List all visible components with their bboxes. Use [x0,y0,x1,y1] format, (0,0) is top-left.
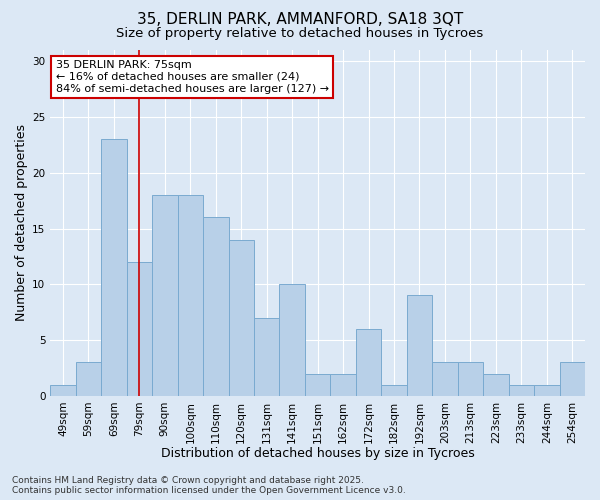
Bar [152,195,178,396]
Bar [50,384,76,396]
Text: 35, DERLIN PARK, AMMANFORD, SA18 3QT: 35, DERLIN PARK, AMMANFORD, SA18 3QT [137,12,463,28]
Bar [432,362,458,396]
Text: Contains HM Land Registry data © Crown copyright and database right 2025.
Contai: Contains HM Land Registry data © Crown c… [12,476,406,495]
Bar [229,240,254,396]
Bar [127,262,152,396]
Bar [509,384,534,396]
Text: Size of property relative to detached houses in Tycroes: Size of property relative to detached ho… [116,28,484,40]
Bar [381,384,407,396]
Text: 35 DERLIN PARK: 75sqm
← 16% of detached houses are smaller (24)
84% of semi-deta: 35 DERLIN PARK: 75sqm ← 16% of detached … [56,60,329,94]
Bar [101,140,127,396]
Bar [458,362,483,396]
Bar [534,384,560,396]
Bar [483,374,509,396]
Bar [280,284,305,396]
Bar [331,374,356,396]
X-axis label: Distribution of detached houses by size in Tycroes: Distribution of detached houses by size … [161,447,475,460]
Bar [254,318,280,396]
Bar [407,296,432,396]
Bar [356,329,381,396]
Bar [178,195,203,396]
Bar [305,374,331,396]
Bar [560,362,585,396]
Bar [203,218,229,396]
Bar [76,362,101,396]
Y-axis label: Number of detached properties: Number of detached properties [15,124,28,322]
